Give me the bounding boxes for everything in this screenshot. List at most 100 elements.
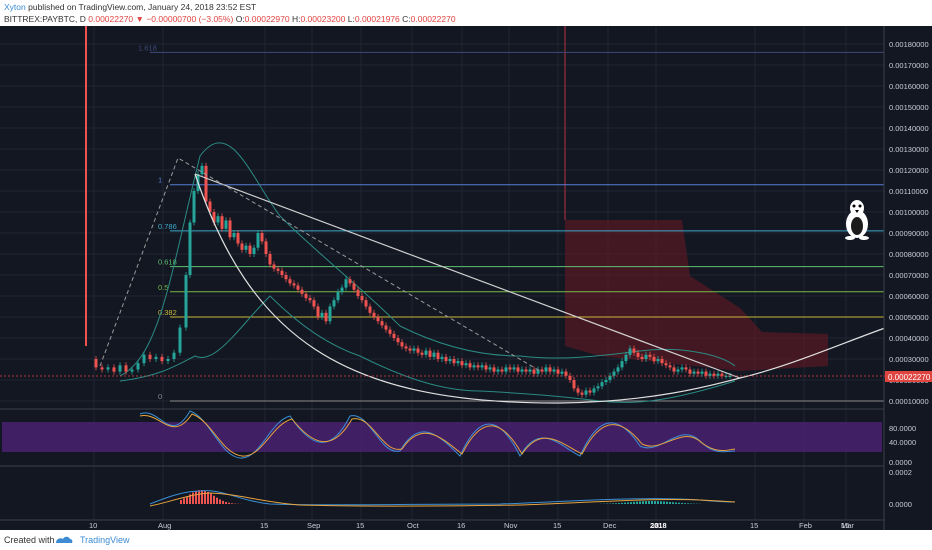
candle-body (448, 359, 452, 362)
candle-body (228, 220, 232, 238)
candle-body (428, 350, 432, 357)
candle-body (680, 367, 684, 370)
macd-bar (216, 497, 218, 504)
candle-body (368, 306, 372, 313)
time-tick-label: Sep (307, 521, 320, 530)
candle-body (476, 365, 480, 368)
time-tick-label: Aug (158, 521, 171, 530)
candle-body (356, 289, 360, 296)
time-tick-label: 16 (457, 521, 465, 530)
candle-body (364, 300, 368, 307)
candle-body (556, 369, 560, 374)
macd-line (149, 490, 736, 506)
candle-body (160, 356, 164, 362)
macd-bar (222, 500, 224, 504)
candle-body (568, 375, 572, 380)
candle-body (452, 359, 456, 364)
candle-body (540, 369, 544, 372)
candle-body (584, 390, 588, 395)
candle-body (696, 371, 700, 374)
candle-body (352, 283, 356, 290)
candle-body (572, 380, 576, 389)
price-tick-label: 0.00110000 (889, 187, 928, 196)
low-value: 0.00021976 (354, 14, 400, 24)
candle-body (648, 354, 652, 357)
candle-body (272, 264, 276, 269)
stoch-tick-label: 40.0000 (889, 438, 916, 447)
last-price: 0.00022270 (88, 14, 134, 24)
macd-tick-label: 0.0002 (889, 468, 912, 477)
candle-body (264, 241, 268, 254)
price-tick-label: 0.00010000 (889, 397, 929, 406)
time-tick-label: Dec (603, 521, 617, 530)
candle-body (118, 365, 122, 372)
price-tick-label: 0.00050000 (889, 313, 929, 322)
candle-body (296, 285, 300, 290)
macd-bar (681, 502, 683, 504)
tradingview-brand[interactable]: TradingView (80, 535, 130, 545)
macd-bar (690, 503, 692, 504)
macd-bar (684, 503, 686, 504)
candle-body (106, 367, 110, 370)
time-tick-label: 15 (356, 521, 364, 530)
candle-body (284, 275, 288, 280)
candle-body (336, 291, 340, 301)
candle-body (612, 371, 616, 376)
candle-body (720, 373, 724, 376)
candle-body (708, 373, 712, 376)
candle-body (212, 212, 216, 223)
candle-body (154, 356, 158, 359)
macd-bar (651, 501, 653, 504)
candle-body (200, 165, 204, 175)
candle-body (660, 359, 664, 364)
price-tick-label: 0.00180000 (889, 40, 929, 49)
candle-body (644, 354, 648, 359)
candle-body (178, 327, 182, 353)
created-with-label: Created with (4, 535, 55, 545)
macd-bar (654, 501, 656, 504)
candle-body (552, 369, 556, 372)
candle-body (412, 348, 416, 351)
author-name[interactable]: Xyton (4, 2, 26, 12)
candle-body (416, 348, 420, 353)
macd-bar (687, 503, 689, 504)
fib-level-label: 0 (158, 392, 162, 401)
fib-level-label: 1.618 (138, 43, 157, 52)
candle-body (432, 352, 436, 357)
time-tick-label: Feb (799, 521, 812, 530)
macd-bar (657, 501, 659, 504)
time-tick-label: 15 (750, 521, 758, 530)
time-tick-label: 10 (89, 521, 97, 530)
macd-bar (189, 494, 191, 504)
candle-body (396, 338, 400, 343)
candle-body (308, 298, 312, 301)
publish-line: Xyton published on TradingView.com, Janu… (4, 2, 256, 12)
macd-bar (219, 499, 221, 504)
macd-bar (636, 501, 638, 504)
candle-body (716, 373, 720, 376)
candle-body (204, 165, 208, 202)
macd-bar (648, 501, 650, 504)
close-value: 0.00022270 (410, 14, 456, 24)
macd-bar (198, 490, 200, 504)
price-axis[interactable]: 0.00180000 0.00170000 0.00160000 0.00150000… (883, 26, 932, 530)
candle-body (564, 371, 568, 376)
candle-body (208, 201, 212, 212)
penguin-logo-icon (845, 200, 869, 240)
macd-bar (669, 501, 671, 504)
candle-body (600, 382, 604, 387)
macd-bar (672, 502, 674, 504)
candle-body (528, 369, 532, 372)
candle-body (640, 356, 644, 359)
chart-area[interactable]: 1.618 1 0.786 0.618 0.5 0.382 0 (0, 26, 932, 530)
time-axis[interactable]: 10 Aug 15 Sep 15 Oct 16 Nov 15 Dec 18 15 Feb 15Mar201… (0, 519, 884, 530)
candle-body (604, 380, 608, 383)
low-label: L: (347, 14, 355, 24)
candle-body (112, 367, 116, 372)
price-chart-svg[interactable]: 1.618 1 0.786 0.618 0.5 0.382 0 (0, 26, 932, 530)
candle-body (712, 373, 716, 376)
macd-bar (204, 490, 206, 504)
macd-bar (645, 501, 647, 504)
candle-body (240, 243, 244, 250)
price-tick-label: 0.00060000 (889, 292, 929, 301)
